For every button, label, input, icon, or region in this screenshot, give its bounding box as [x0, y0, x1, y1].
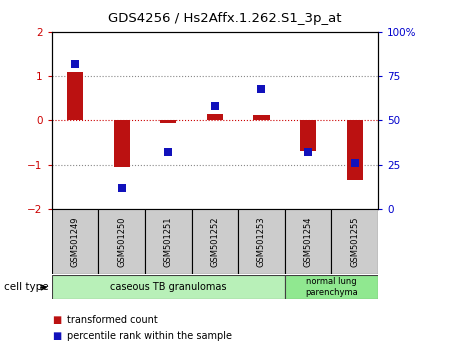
- Text: normal lung
parenchyma: normal lung parenchyma: [305, 278, 358, 297]
- Text: GSM501249: GSM501249: [71, 216, 80, 267]
- Point: [258, 86, 265, 91]
- Text: GSM501251: GSM501251: [164, 216, 173, 267]
- Text: GDS4256 / Hs2Affx.1.262.S1_3p_at: GDS4256 / Hs2Affx.1.262.S1_3p_at: [108, 12, 342, 25]
- Text: GSM501253: GSM501253: [257, 216, 266, 267]
- Point: [72, 61, 79, 67]
- Bar: [207, 114, 223, 120]
- Point: [118, 185, 125, 190]
- Text: percentile rank within the sample: percentile rank within the sample: [67, 331, 232, 341]
- Point: [212, 103, 219, 109]
- Text: GSM501252: GSM501252: [211, 216, 220, 267]
- Bar: [67, 72, 83, 120]
- Point: [305, 149, 312, 155]
- Bar: [346, 120, 363, 180]
- Text: ■: ■: [52, 315, 61, 325]
- Point: [351, 160, 358, 166]
- Text: GSM501255: GSM501255: [350, 216, 359, 267]
- Bar: [113, 120, 130, 167]
- Bar: [285, 209, 331, 274]
- Text: GSM501254: GSM501254: [304, 216, 313, 267]
- Bar: [52, 275, 285, 299]
- Point: [165, 149, 172, 155]
- Bar: [300, 120, 316, 152]
- Bar: [285, 275, 378, 299]
- Bar: [160, 120, 176, 122]
- Bar: [238, 209, 285, 274]
- Text: GSM501250: GSM501250: [117, 216, 126, 267]
- Bar: [99, 209, 145, 274]
- Text: caseous TB granulomas: caseous TB granulomas: [110, 282, 226, 292]
- Text: transformed count: transformed count: [67, 315, 158, 325]
- Bar: [192, 209, 238, 274]
- Text: ■: ■: [52, 331, 61, 341]
- Text: cell type: cell type: [4, 282, 49, 292]
- Bar: [331, 209, 378, 274]
- Bar: [52, 209, 99, 274]
- Bar: [145, 209, 192, 274]
- Bar: [253, 115, 270, 120]
